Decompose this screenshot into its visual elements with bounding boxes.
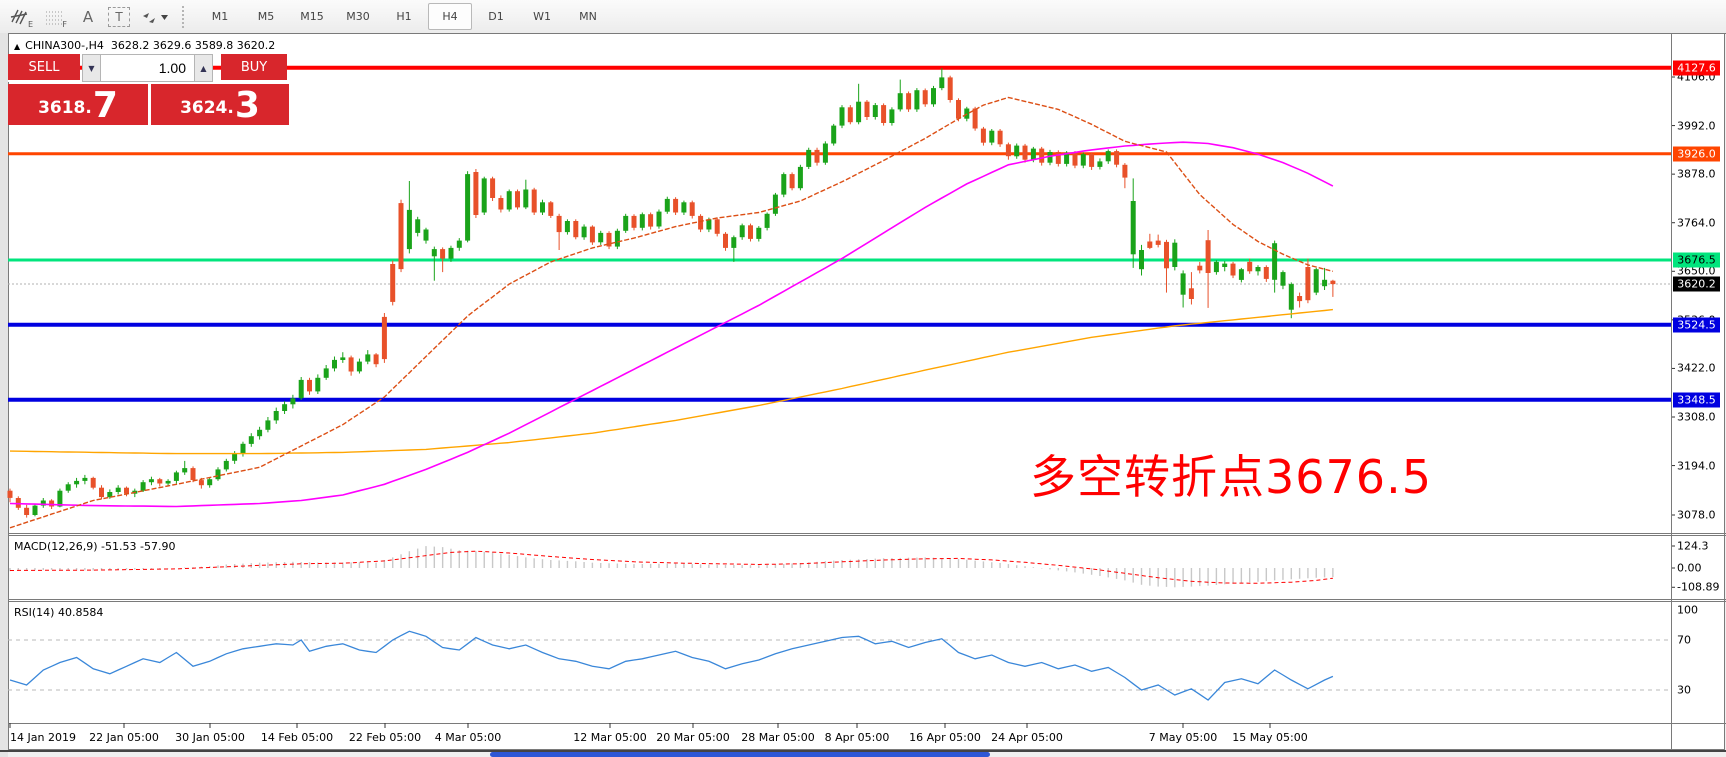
icon-sub-letter: F xyxy=(62,19,67,29)
icon-sub-letter: E xyxy=(27,19,33,29)
buy-price-pips: 3 xyxy=(234,85,260,126)
price-badge-3926: 3926.0 xyxy=(1673,146,1720,162)
price-axis-separator xyxy=(1671,33,1672,750)
time-label: 12 Mar 05:00 xyxy=(573,731,647,744)
pattern-e-icon[interactable]: E xyxy=(6,5,34,29)
macd-label: MACD(12,26,9) -51.53 -57.90 xyxy=(14,540,176,553)
macd-histogram xyxy=(9,546,1334,588)
cursor-arrows-icon[interactable] xyxy=(136,5,172,29)
ohlc-values: 3628.2 3629.6 3589.8 3620.2 xyxy=(110,39,276,52)
ma-slow-orange xyxy=(9,308,1333,455)
volume-decrement-button[interactable]: ▼ xyxy=(82,54,101,82)
time-label: 30 Jan 05:00 xyxy=(175,731,245,744)
timeframe-w1[interactable]: W1 xyxy=(533,10,551,23)
font-a-icon[interactable]: A xyxy=(82,7,94,26)
time-label: 14 Jan 2019 xyxy=(10,731,76,744)
timeframe-m15[interactable]: M15 xyxy=(300,10,324,23)
timeframe-bar: M1 M5 M15 M30 H1 H4 D1 W1 MN xyxy=(197,3,611,30)
chinese-annotation: 多空转折点3676.5 xyxy=(1030,450,1432,504)
time-label: 15 May 05:00 xyxy=(1232,731,1308,744)
sell-price-pips: 7 xyxy=(92,85,118,126)
time-label: 24 Apr 05:00 xyxy=(991,731,1063,744)
price-tick-label: 3078.0 xyxy=(1677,508,1716,522)
one-click-trading-panel: SELL ▼ ▲ BUY 3618.7 3624.3 xyxy=(8,54,292,125)
timeframe-m1[interactable]: M1 xyxy=(211,10,229,23)
sell-price-dot: . xyxy=(85,98,92,118)
buy-price-dot: . xyxy=(227,98,234,118)
time-label: 20 Mar 05:00 xyxy=(656,731,730,744)
ma-mid-magenta xyxy=(9,141,1334,508)
timeframe-m30[interactable]: M30 xyxy=(346,10,370,23)
current-price-badge: 3620.2 xyxy=(1673,276,1720,292)
time-label: 16 Apr 05:00 xyxy=(909,731,981,744)
window-bottom-border xyxy=(0,750,1726,752)
timeframe-h1[interactable]: H1 xyxy=(396,10,412,23)
rsi-tick-label: 30 xyxy=(1677,683,1691,697)
buy-price[interactable]: 3624. 3 xyxy=(151,84,289,125)
ma-fast-red xyxy=(9,96,1334,529)
price-tick-label: 3992.0 xyxy=(1677,119,1716,133)
grid-f-icon[interactable]: F xyxy=(40,5,68,29)
dropdown-caret-icon xyxy=(160,14,168,20)
price-badge-4127.6: 4127.6 xyxy=(1673,60,1720,76)
textbox-t-icon[interactable]: T xyxy=(108,6,130,27)
sell-price-main: 3618 xyxy=(38,98,86,118)
buy-button[interactable]: BUY xyxy=(221,54,287,82)
rsi-tick-label: 100 xyxy=(1677,603,1698,617)
macd-tick-label: -108.89 xyxy=(1677,580,1720,594)
rsi-tick-label: 70 xyxy=(1677,633,1691,647)
rsi-label: RSI(14) 40.8584 xyxy=(14,606,104,619)
time-label: 22 Feb 05:00 xyxy=(348,731,422,744)
timeframe-mn[interactable]: MN xyxy=(579,10,597,23)
time-label: 14 Feb 05:00 xyxy=(260,731,334,744)
timeframe-d1[interactable]: D1 xyxy=(488,10,504,23)
buy-price-main: 3624 xyxy=(180,98,228,118)
chart-title: ▲ CHINA300-,H4 3628.2 3629.6 3589.8 3620.… xyxy=(14,39,275,52)
price-tick-label: 3650.0 xyxy=(1677,264,1716,278)
price-tick-label: 3878.0 xyxy=(1677,167,1716,181)
sell-button[interactable]: SELL xyxy=(8,54,80,82)
window-left-edge xyxy=(0,33,8,757)
bottom-scrollbar[interactable] xyxy=(490,752,990,757)
collapse-arrow-icon[interactable]: ▲ xyxy=(14,42,21,51)
price-badge-3676.5: 3676.5 xyxy=(1673,252,1720,268)
price-tick-label: 3764.0 xyxy=(1677,216,1716,230)
rsi-line xyxy=(9,630,1334,701)
time-label: 28 Mar 05:00 xyxy=(741,731,815,744)
macd-tick-label: 0.00 xyxy=(1677,561,1702,575)
price-tick-label: 3422.0 xyxy=(1677,361,1716,375)
toolbar-separator xyxy=(182,5,189,28)
price-tick-label: 3308.0 xyxy=(1677,410,1716,424)
time-label: 22 Jan 05:00 xyxy=(89,731,159,744)
price-badge-3524.5: 3524.5 xyxy=(1673,317,1720,333)
time-label: 8 Apr 05:00 xyxy=(824,731,890,744)
price-badge-3348.5: 3348.5 xyxy=(1673,392,1720,408)
volume-input[interactable] xyxy=(101,54,194,82)
time-label: 7 May 05:00 xyxy=(1148,731,1218,744)
timeframe-m5[interactable]: M5 xyxy=(257,10,275,23)
volume-increment-button[interactable]: ▲ xyxy=(194,54,213,82)
macd-tick-label: 124.3 xyxy=(1677,539,1709,553)
macd-signal-line xyxy=(9,550,1333,584)
sell-price[interactable]: 3618. 7 xyxy=(8,84,151,125)
time-label: 4 Mar 05:00 xyxy=(434,731,502,744)
candles xyxy=(7,68,1336,518)
symbol-label: CHINA300-,H4 xyxy=(25,39,104,52)
timeframe-h4[interactable]: H4 xyxy=(428,3,472,30)
price-tick-label: 3194.0 xyxy=(1677,459,1716,473)
